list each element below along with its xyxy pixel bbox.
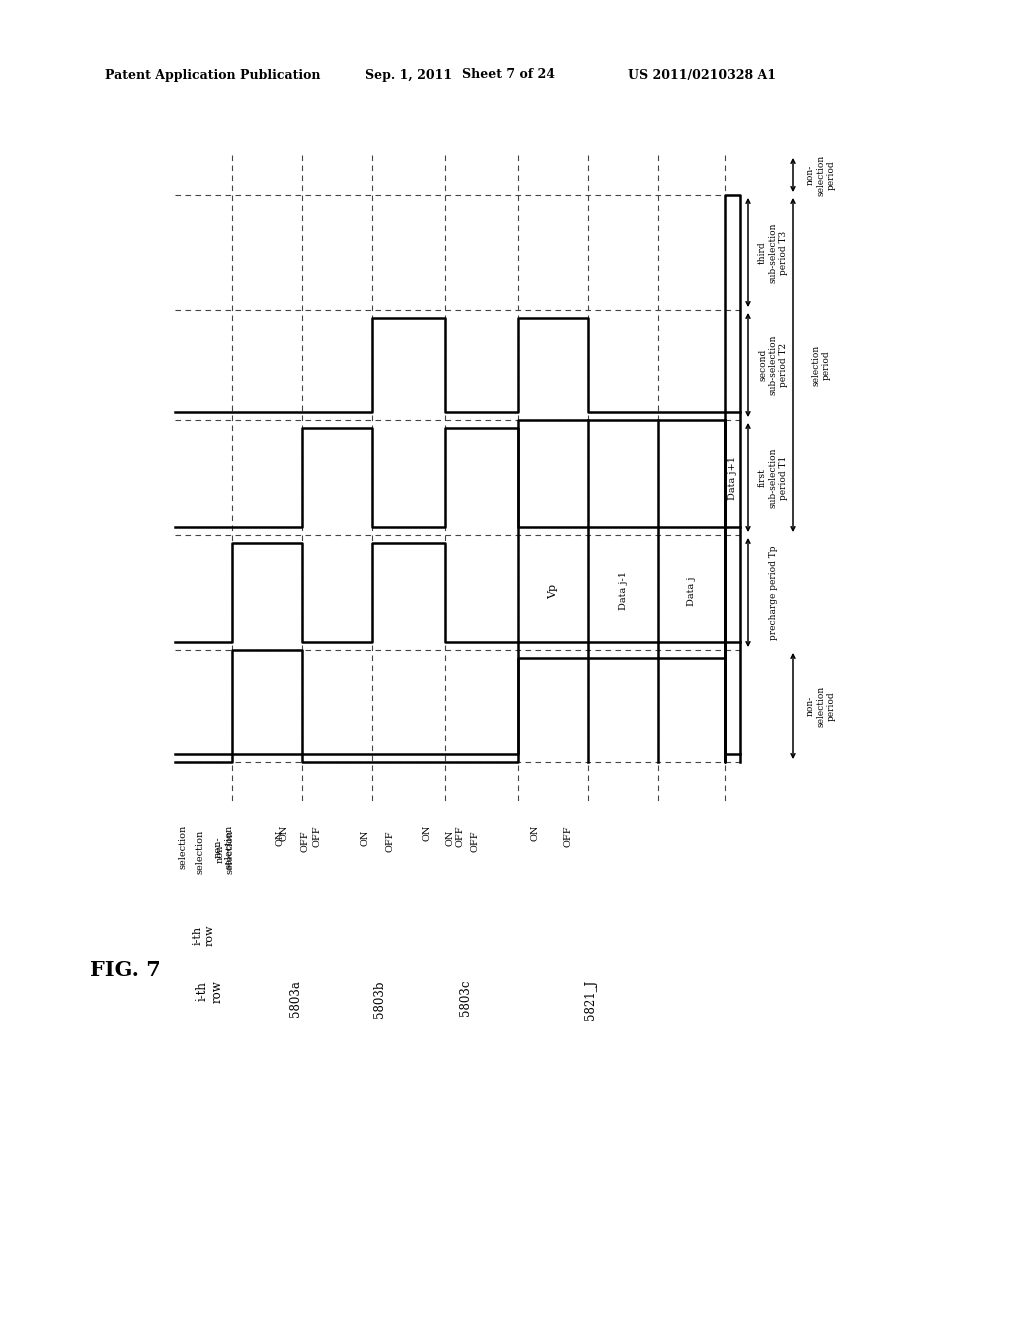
Text: OFF: OFF [300,830,309,851]
Text: FIG. 7: FIG. 7 [90,960,161,979]
Text: 5821_J: 5821_J [584,979,597,1020]
Text: second
sub-selection
period T2: second sub-selection period T2 [758,335,787,395]
Text: OFF: OFF [456,825,465,846]
Text: Data j-1: Data j-1 [618,572,628,610]
Text: OFF: OFF [385,830,394,851]
Text: 5803c: 5803c [459,979,471,1016]
Text: non-
selection: non- selection [214,825,233,870]
Text: US 2011/0210328 A1: US 2011/0210328 A1 [628,69,776,82]
Text: i-th
row: i-th row [196,979,224,1003]
Text: non-
selection
period: non- selection period [806,685,836,726]
Text: selection: selection [179,825,188,870]
Text: third
sub-selection
period T3: third sub-selection period T3 [758,222,787,282]
Text: selection: selection [196,830,205,874]
Text: Data j: Data j [687,577,696,606]
Text: non-
selection: non- selection [215,830,234,874]
Text: ON: ON [360,830,370,846]
Text: first
sub-selection
period T1: first sub-selection period T1 [758,447,787,508]
Text: precharge period Tp: precharge period Tp [768,545,777,640]
Text: Sheet 7 of 24: Sheet 7 of 24 [462,69,555,82]
Text: ON: ON [445,830,455,846]
Text: 5803a: 5803a [289,979,301,1016]
Text: 5803b: 5803b [374,979,386,1018]
Text: OFF: OFF [312,825,322,846]
Text: ON: ON [530,825,540,841]
Text: selection
period: selection period [811,345,830,385]
Text: Patent Application Publication: Patent Application Publication [105,69,321,82]
Text: ON: ON [275,830,285,846]
Text: non-
selection
period: non- selection period [806,154,836,195]
Text: ON: ON [280,825,289,841]
Text: Vp: Vp [548,583,558,598]
Text: Data j+1: Data j+1 [728,457,737,500]
Text: OFF: OFF [470,830,479,851]
Text: ON: ON [423,825,431,841]
Text: OFF: OFF [563,825,572,846]
Text: Sep. 1, 2011: Sep. 1, 2011 [365,69,453,82]
Text: i-th
row: i-th row [193,925,214,946]
